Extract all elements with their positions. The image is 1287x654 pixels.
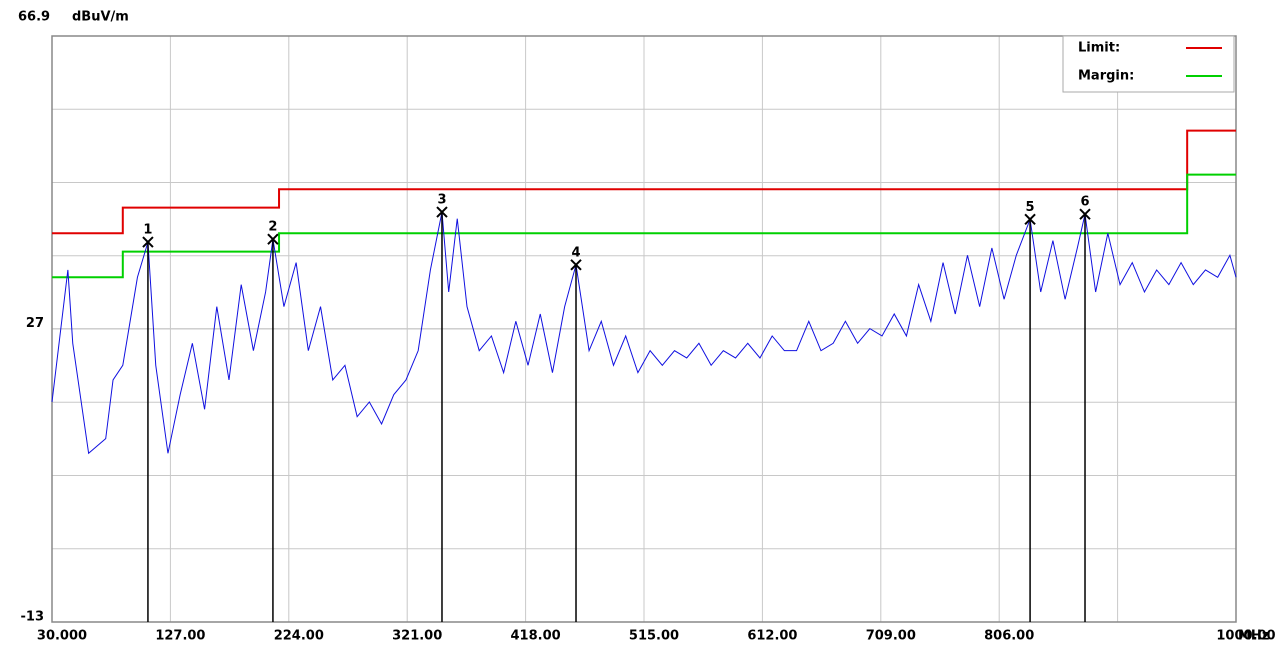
x-tick-label: 30.000: [37, 629, 87, 644]
x-tick-label: 224.00: [274, 629, 324, 644]
x-tick-label: 806.00: [984, 629, 1034, 644]
marker-label: 4: [571, 245, 580, 260]
marker-label: 2: [268, 220, 277, 235]
marker-label: 3: [437, 193, 446, 208]
x-unit: MHz: [1238, 629, 1269, 644]
x-tick-label: 515.00: [629, 629, 679, 644]
spectrum-trace: [51, 211, 1237, 455]
x-tick-label: 612.00: [747, 629, 797, 644]
x-tick-label: 1000.00: [1216, 629, 1275, 644]
x-tick-label: 418.00: [511, 629, 561, 644]
marker-label: 6: [1080, 195, 1089, 210]
marker-cross: [142, 236, 154, 248]
marker-cross: [1079, 208, 1091, 220]
legend-label: Margin:: [1078, 69, 1134, 84]
legend-box: [1062, 35, 1235, 93]
y-tick-label: -13: [21, 610, 45, 625]
limit-line: [52, 173, 1236, 279]
x-tick-label: 321.00: [392, 629, 442, 644]
y-tick-label: 27: [26, 316, 44, 331]
marker-cross: [267, 233, 279, 245]
marker-cross: [570, 259, 582, 271]
plot-frame: [51, 35, 1237, 623]
legend-label: Limit:: [1078, 41, 1120, 56]
y-unit: dBuV/m: [72, 10, 129, 25]
marker-label: 5: [1026, 200, 1035, 215]
limit-line: [52, 129, 1236, 235]
marker-label: 1: [143, 223, 152, 238]
y-top-label: 66.9: [18, 10, 50, 25]
marker-cross: [1024, 213, 1036, 226]
x-tick-label: 709.00: [866, 629, 916, 644]
x-tick-label: 127.00: [155, 629, 205, 644]
marker-cross: [436, 206, 448, 218]
